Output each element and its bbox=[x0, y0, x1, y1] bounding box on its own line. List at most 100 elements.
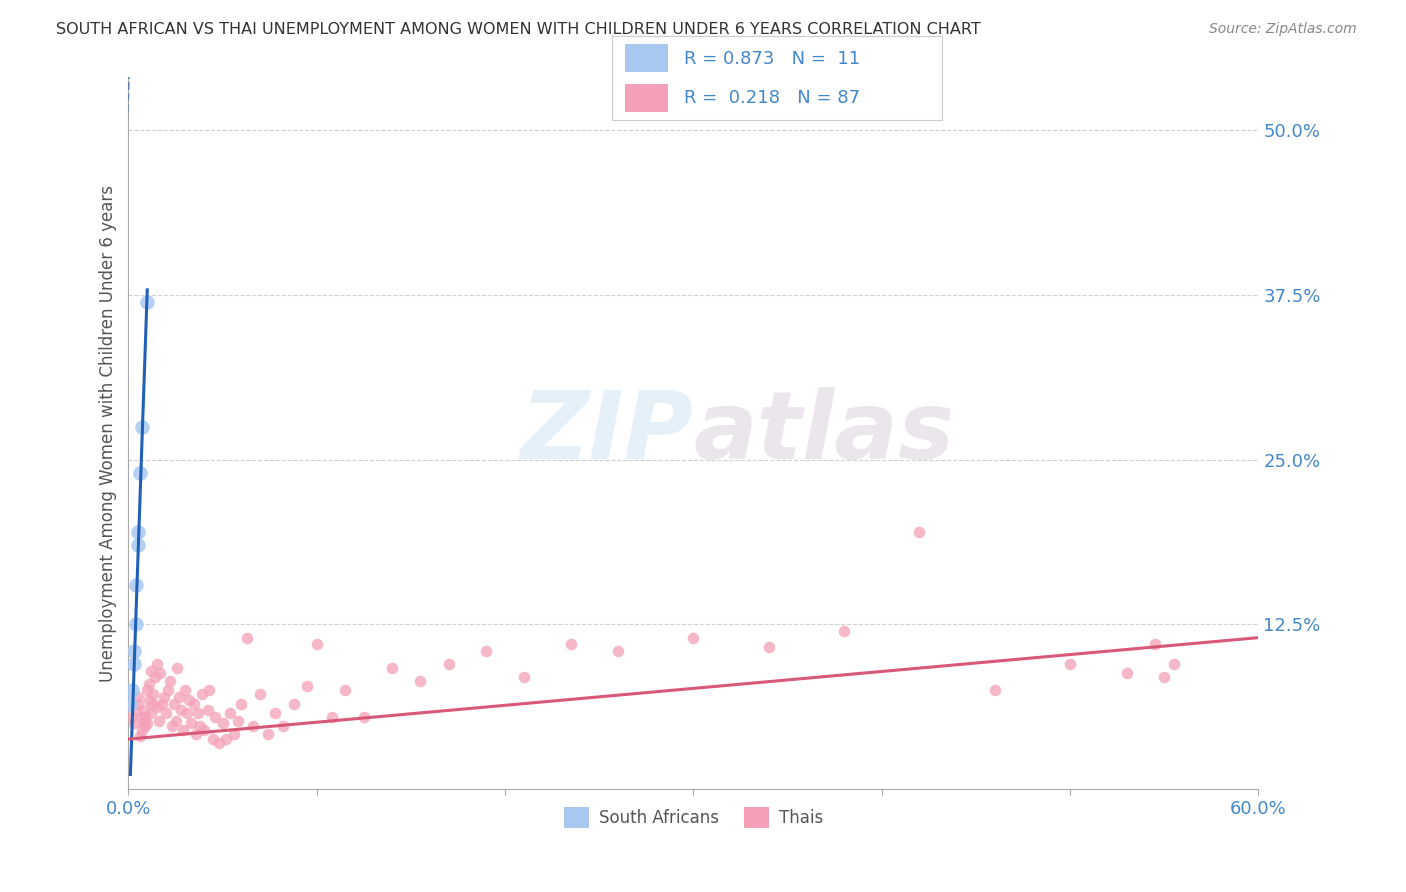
Point bbox=[204, 710, 226, 724]
Point bbox=[475, 644, 498, 658]
Point bbox=[1143, 637, 1166, 651]
Point bbox=[321, 710, 343, 724]
Point bbox=[136, 683, 159, 698]
Point bbox=[202, 732, 225, 747]
Point bbox=[125, 578, 148, 592]
Point bbox=[409, 674, 432, 689]
Point bbox=[193, 723, 215, 737]
Point bbox=[832, 624, 855, 638]
Point bbox=[125, 703, 148, 717]
Point bbox=[142, 697, 165, 711]
Point bbox=[198, 683, 221, 698]
Point bbox=[128, 466, 150, 480]
Point bbox=[222, 727, 245, 741]
Point bbox=[177, 692, 200, 706]
Point bbox=[139, 664, 162, 678]
Point bbox=[131, 710, 153, 724]
Point bbox=[134, 710, 156, 724]
Point bbox=[138, 677, 160, 691]
Text: SOUTH AFRICAN VS THAI UNEMPLOYMENT AMONG WOMEN WITH CHILDREN UNDER 6 YEARS CORRE: SOUTH AFRICAN VS THAI UNEMPLOYMENT AMONG… bbox=[56, 22, 981, 37]
Point bbox=[160, 719, 183, 733]
Point bbox=[197, 703, 219, 717]
Point bbox=[132, 716, 155, 731]
Point bbox=[984, 683, 1007, 698]
Text: ZIP: ZIP bbox=[520, 387, 693, 479]
Point bbox=[136, 716, 159, 731]
Point bbox=[191, 687, 214, 701]
Point bbox=[159, 674, 181, 689]
Point bbox=[128, 730, 150, 744]
Point bbox=[1153, 670, 1175, 684]
Text: atlas: atlas bbox=[693, 387, 955, 479]
Point bbox=[121, 683, 143, 698]
Point bbox=[513, 670, 536, 684]
Point bbox=[242, 719, 264, 733]
Point bbox=[127, 538, 149, 552]
FancyBboxPatch shape bbox=[624, 84, 668, 112]
Point bbox=[283, 697, 305, 711]
Point bbox=[183, 697, 205, 711]
Point bbox=[256, 727, 278, 741]
Text: R =  0.218   N = 87: R = 0.218 N = 87 bbox=[685, 88, 860, 106]
Point bbox=[231, 697, 253, 711]
Point bbox=[381, 661, 404, 675]
Point bbox=[176, 706, 198, 720]
Point bbox=[166, 661, 188, 675]
Point bbox=[145, 657, 167, 671]
Point bbox=[180, 716, 202, 731]
Point bbox=[148, 714, 170, 728]
Point bbox=[142, 687, 165, 701]
Point bbox=[174, 683, 197, 698]
Point bbox=[211, 716, 233, 731]
Point bbox=[188, 719, 211, 733]
Point bbox=[226, 714, 249, 728]
Point bbox=[297, 680, 319, 694]
Point bbox=[153, 690, 176, 704]
Point bbox=[353, 710, 375, 724]
Point bbox=[187, 706, 209, 720]
Point bbox=[186, 727, 208, 741]
Point bbox=[163, 697, 186, 711]
Point bbox=[170, 703, 193, 717]
Point bbox=[215, 732, 238, 747]
Point bbox=[908, 525, 931, 540]
Legend: South Africans, Thais: South Africans, Thais bbox=[557, 801, 830, 834]
Point bbox=[236, 631, 259, 645]
Point bbox=[120, 697, 142, 711]
Point bbox=[125, 617, 148, 632]
FancyBboxPatch shape bbox=[624, 45, 668, 72]
Point bbox=[132, 703, 155, 717]
Point bbox=[127, 690, 149, 704]
Text: Source: ZipAtlas.com: Source: ZipAtlas.com bbox=[1209, 22, 1357, 37]
Y-axis label: Unemployment Among Women with Children Under 6 years: Unemployment Among Women with Children U… bbox=[100, 185, 117, 681]
Point bbox=[122, 716, 145, 731]
Point bbox=[149, 666, 172, 681]
Point bbox=[1115, 666, 1137, 681]
Point bbox=[150, 697, 173, 711]
Point bbox=[172, 723, 194, 737]
Point bbox=[249, 687, 271, 701]
Point bbox=[682, 631, 704, 645]
Point bbox=[333, 683, 356, 698]
Point bbox=[145, 700, 167, 714]
Point bbox=[127, 525, 149, 540]
Point bbox=[219, 706, 242, 720]
Point bbox=[271, 719, 294, 733]
Point bbox=[131, 419, 153, 434]
Point bbox=[208, 736, 231, 750]
Point bbox=[136, 294, 159, 309]
Point bbox=[131, 723, 153, 737]
Point bbox=[1059, 657, 1081, 671]
Point bbox=[139, 706, 162, 720]
Point bbox=[122, 644, 145, 658]
Point bbox=[1163, 657, 1185, 671]
Point bbox=[264, 706, 287, 720]
Point bbox=[305, 637, 328, 651]
Point bbox=[165, 714, 187, 728]
Point bbox=[121, 710, 143, 724]
Point bbox=[134, 719, 156, 733]
Point bbox=[127, 697, 149, 711]
Point bbox=[169, 690, 191, 704]
Point bbox=[155, 706, 177, 720]
Text: R = 0.873   N =  11: R = 0.873 N = 11 bbox=[685, 50, 860, 68]
